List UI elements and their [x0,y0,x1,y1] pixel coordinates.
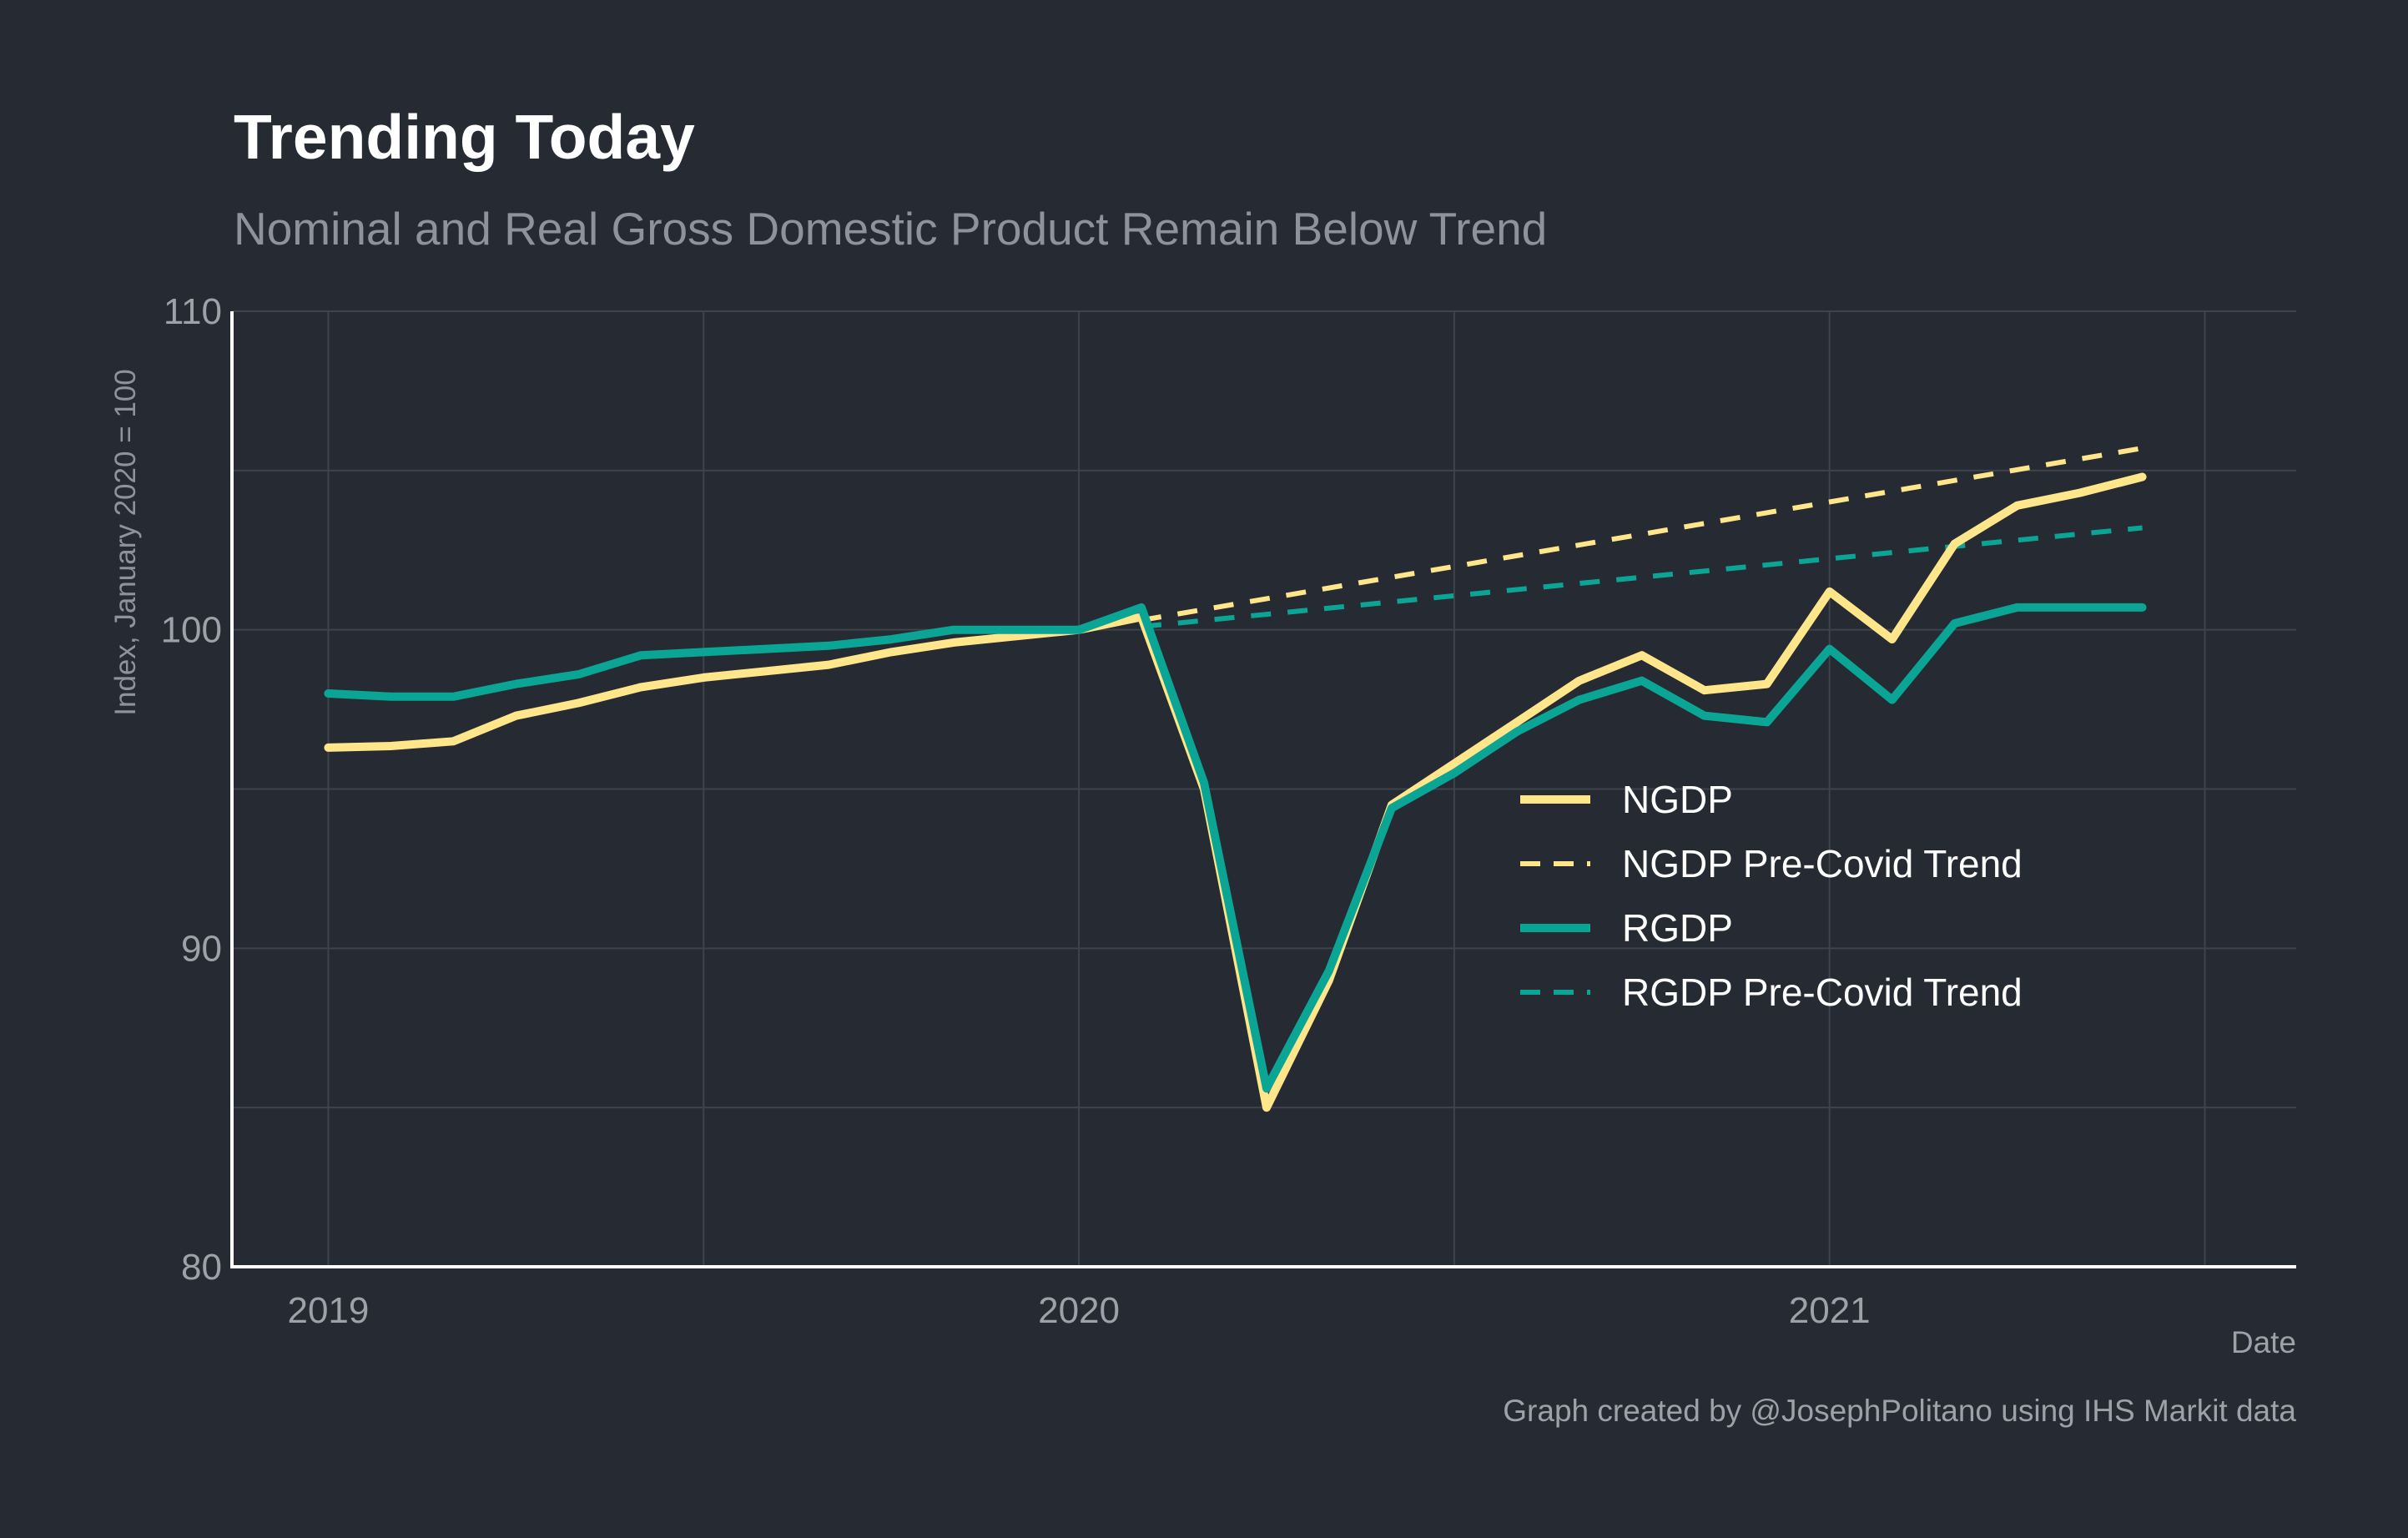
x-axis-label: Date [2231,1325,2296,1359]
tick-labels: 80 90 100 110 2019 2020 2021 [161,291,1871,1331]
caption: Graph created by @JosephPolitano using I… [1503,1394,2296,1428]
legend-label: RGDP Pre-Covid Trend [1622,971,2023,1014]
y-axis-label: Index, January 2020 = 100 [109,369,142,715]
chart-title: Trending Today [234,102,695,172]
x-tick-label: 2019 [287,1290,369,1331]
chart-subtitle: Nominal and Real Gross Domestic Product … [234,203,1547,255]
legend-label: RGDP [1622,906,1733,950]
legend: NGDP NGDP Pre-Covid Trend RGDP RGDP Pre-Cov… [1520,778,2023,1014]
y-tick-label: 110 [164,291,222,332]
legend-label: NGDP [1622,778,1733,821]
x-tick-label: 2020 [1038,1290,1120,1331]
x-tick-label: 2021 [1789,1290,1871,1331]
y-tick-label: 100 [161,610,222,651]
legend-label: NGDP Pre-Covid Trend [1622,842,2023,885]
y-tick-label: 80 [181,1247,222,1288]
y-tick-label: 90 [181,928,222,969]
series-line-ngdp-pre-covid-trend [1141,446,2144,623]
axes [230,311,2296,1268]
series-layer [324,446,2147,1112]
series-line-rgdp [324,603,2147,1093]
